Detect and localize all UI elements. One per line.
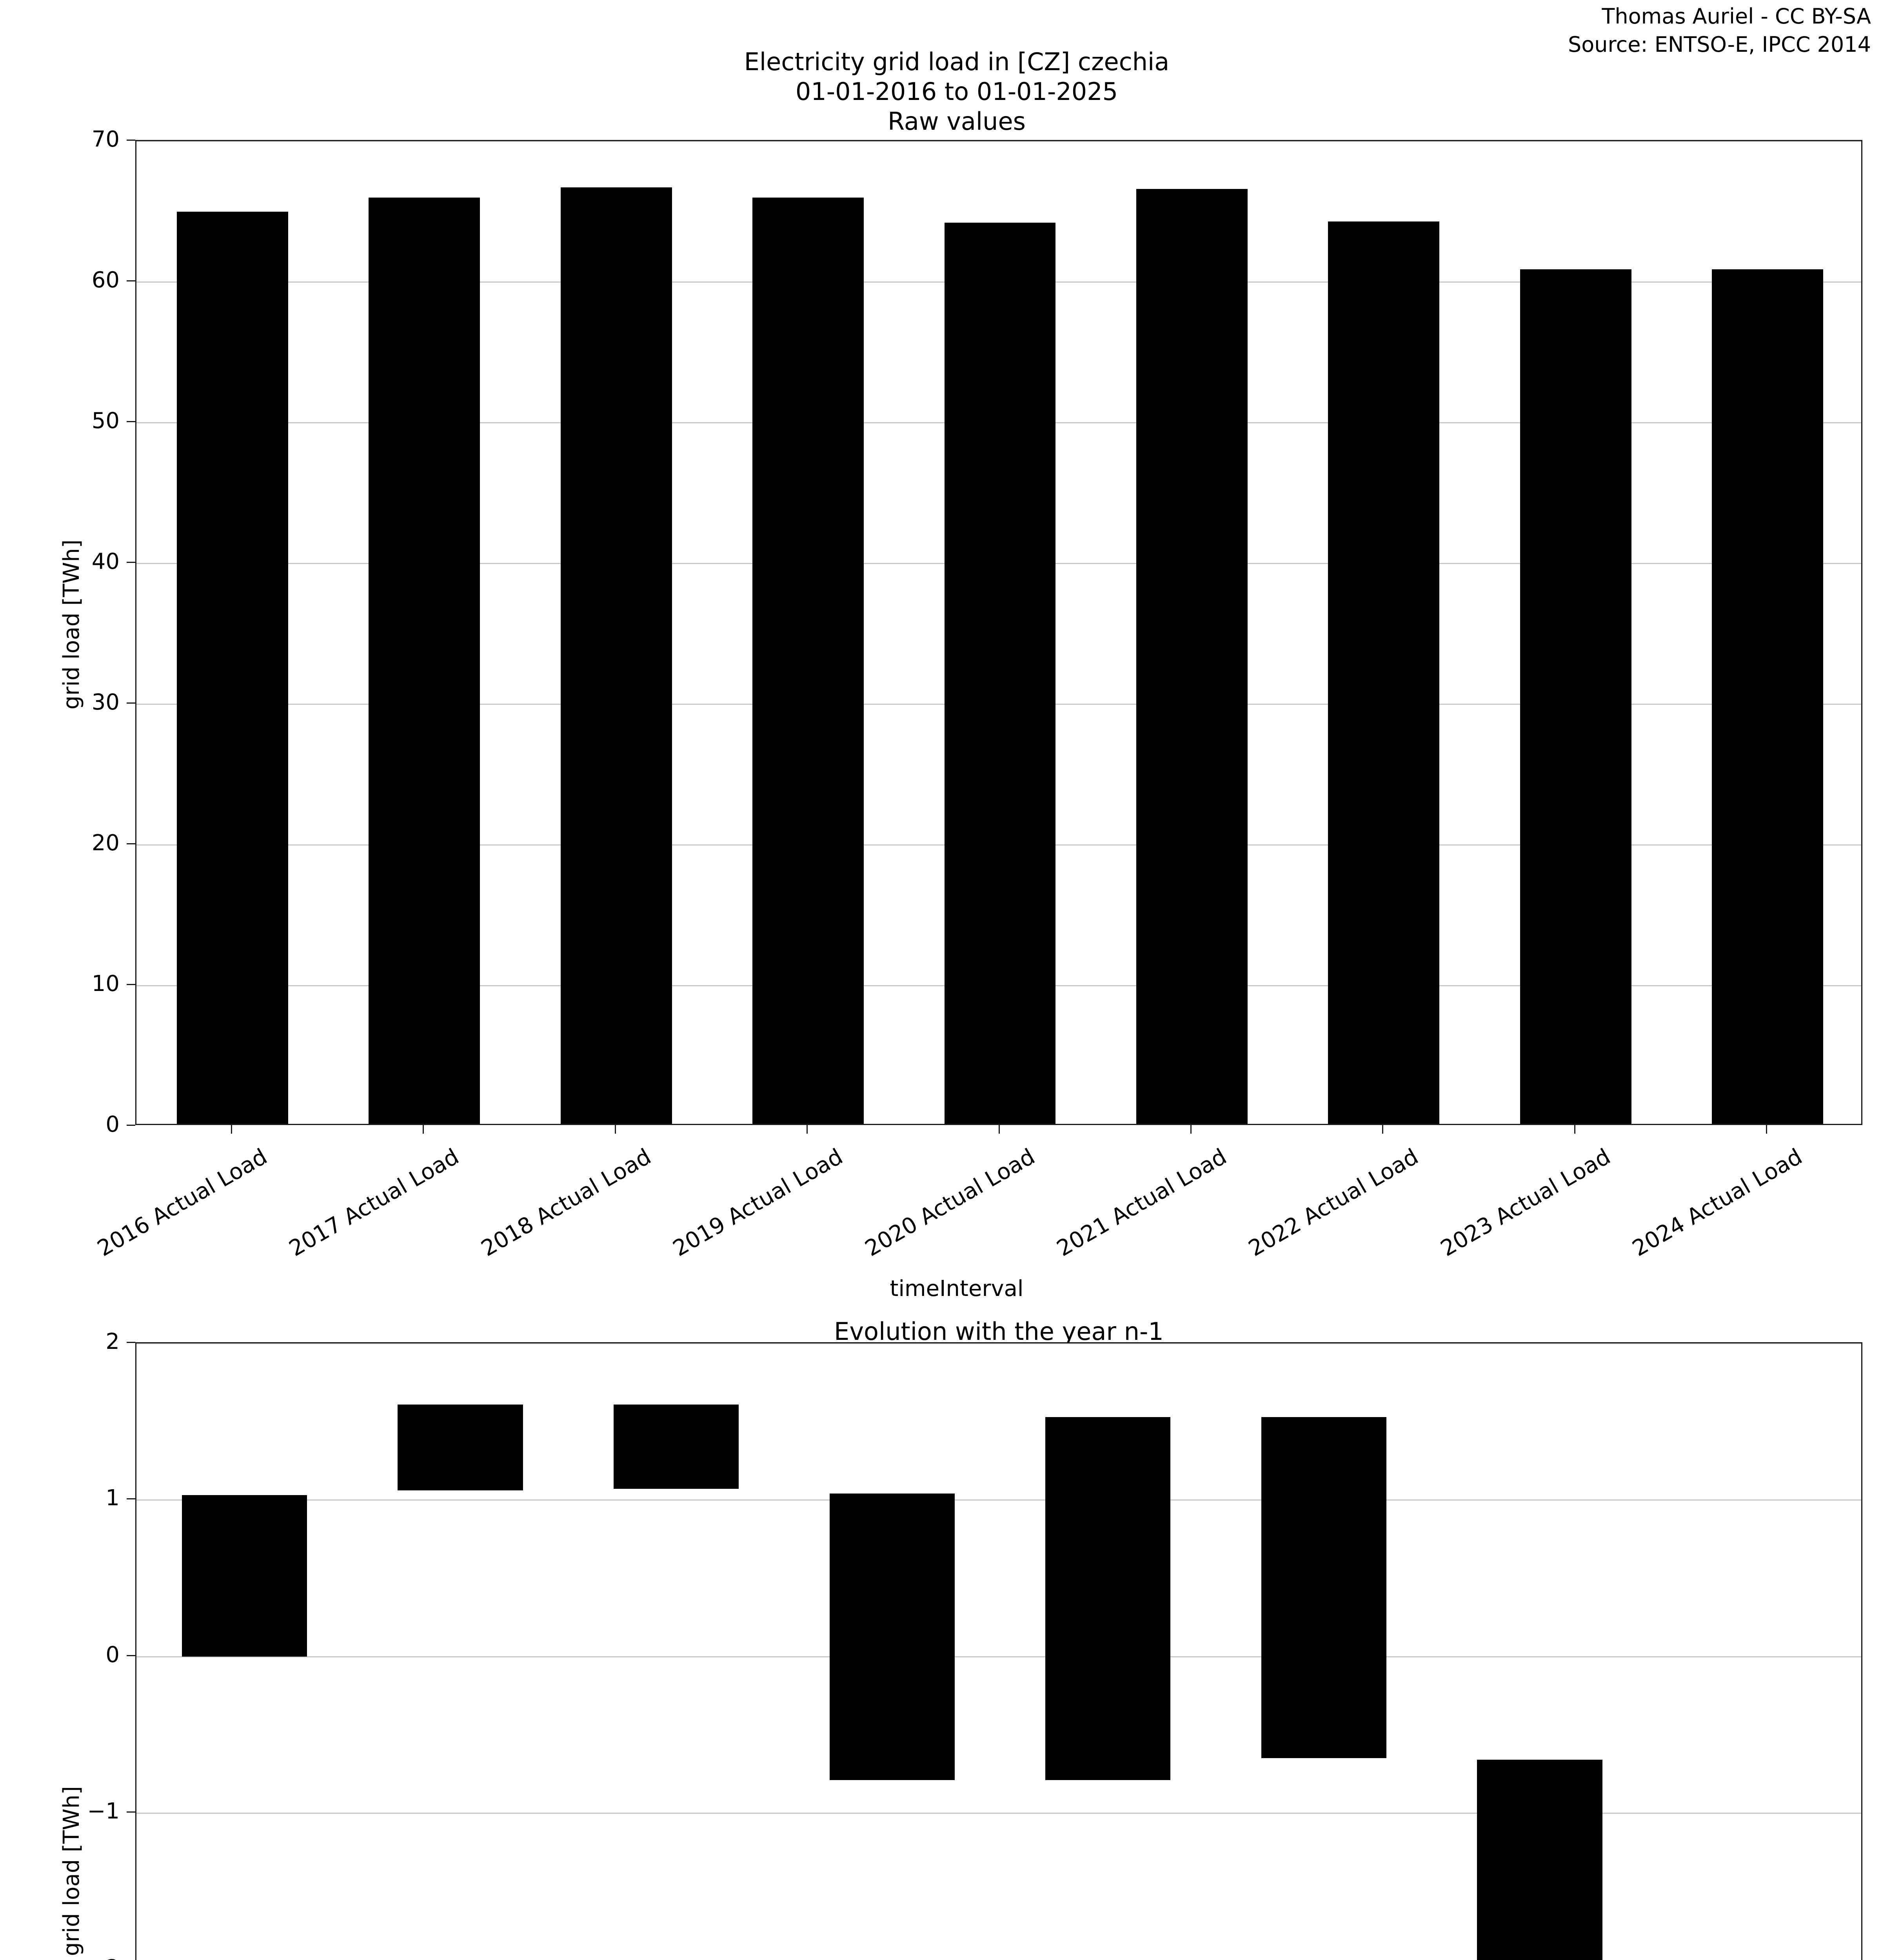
y-axis-tick <box>127 1655 135 1656</box>
y-axis-tick-label: 0 <box>105 1642 120 1668</box>
x-axis-tick <box>1574 1125 1575 1134</box>
x-axis-tick <box>1766 1125 1768 1134</box>
y-axis-tick <box>127 280 135 281</box>
gridline <box>136 1813 1861 1814</box>
y-axis-tick-label: −1 <box>87 1798 120 1824</box>
chart1-plot-area <box>135 140 1862 1125</box>
y-axis-tick <box>127 1125 135 1126</box>
chart-evolution: Evolution with the year n-1 grid load [T… <box>0 1305 1882 1960</box>
credit-line-1: Thomas Auriel - CC BY-SA <box>1602 4 1871 29</box>
bar[interactable] <box>176 211 288 1124</box>
gridline <box>136 141 1861 142</box>
bar[interactable] <box>1712 269 1824 1124</box>
bar[interactable] <box>944 223 1056 1124</box>
y-axis-tick-label: 40 <box>91 549 120 574</box>
y-axis-tick <box>127 421 135 422</box>
gridline <box>136 1656 1861 1657</box>
x-axis-tick <box>998 1125 1000 1134</box>
bar[interactable] <box>752 197 864 1124</box>
chart1-title-line2: 01-01-2016 to 01-01-2025 <box>795 77 1118 106</box>
bar[interactable] <box>182 1495 307 1657</box>
bar[interactable] <box>398 1404 523 1491</box>
y-axis-tick-label: 20 <box>91 830 120 856</box>
y-axis-tick <box>127 1811 135 1813</box>
x-axis-tick <box>1190 1125 1192 1134</box>
bar[interactable] <box>1520 269 1631 1124</box>
y-axis-tick <box>127 702 135 704</box>
y-axis-tick-label: 10 <box>91 971 120 996</box>
x-axis-tick <box>807 1125 808 1134</box>
y-axis-tick-label: 50 <box>91 408 120 434</box>
y-axis-tick <box>127 562 135 563</box>
chart2-plot-area <box>135 1342 1862 1960</box>
bar[interactable] <box>560 187 672 1124</box>
chart1-x-axis-label: timeInterval <box>890 1276 1024 1301</box>
y-axis-tick <box>127 140 135 141</box>
bar[interactable] <box>1136 189 1248 1124</box>
y-axis-tick-label: 70 <box>91 127 120 152</box>
chart-raw-values: Electricity grid load in [CZ] czechia 01… <box>59 47 1862 1301</box>
y-axis-tick-label: 1 <box>105 1485 120 1511</box>
y-axis-tick-label: 30 <box>91 690 120 715</box>
bar[interactable] <box>1328 221 1440 1124</box>
bar[interactable] <box>1261 1417 1387 1759</box>
y-axis-tick-label: −2 <box>33 1955 120 1960</box>
gridline <box>136 1499 1861 1501</box>
y-axis-tick-label: 0 <box>105 1112 120 1137</box>
chart2-title: Evolution with the year n-1 <box>834 1317 1164 1346</box>
bar[interactable] <box>829 1494 955 1780</box>
x-axis-tick <box>614 1125 616 1134</box>
x-axis-tick <box>231 1125 232 1134</box>
chart1-title-line3: Raw values <box>888 107 1026 136</box>
bar[interactable] <box>613 1404 739 1489</box>
y-axis-tick <box>127 984 135 985</box>
x-axis-tick <box>1382 1125 1384 1134</box>
y-axis-tick <box>127 1342 135 1343</box>
y-axis-tick-label: 60 <box>91 267 120 293</box>
gridline <box>136 1343 1861 1344</box>
y-axis-tick-label: 2 <box>105 1329 120 1354</box>
y-axis-tick <box>127 843 135 844</box>
y-axis-tick <box>127 1498 135 1500</box>
chart1-title-line1: Electricity grid load in [CZ] czechia <box>744 47 1170 76</box>
bar[interactable] <box>1477 1760 1602 1960</box>
credit-line-2: Source: ENTSO-E, IPCC 2014 <box>1568 32 1871 57</box>
bar[interactable] <box>1045 1417 1171 1780</box>
bar[interactable] <box>369 197 480 1124</box>
x-axis-tick <box>423 1125 424 1134</box>
